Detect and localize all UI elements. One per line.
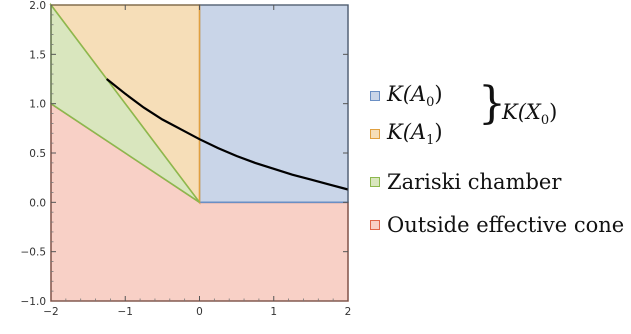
legend: K(A0) K(A1) } K(X0) Zariski chamber Outs… [370,80,630,250]
legend-k-a1-prefix: K( [387,120,411,144]
legend-k-a0-suffix: ) [434,82,443,106]
legend-label-zariski: Zariski chamber [387,170,562,194]
brace-label-base: X [525,100,541,124]
y-tick-label: 1.5 [29,49,46,61]
legend-swatch-outside [370,220,380,230]
y-tick-label: 2.0 [29,0,46,12]
legend-label-k-a0: K(A0) [387,82,443,110]
y-tick-label: −0.5 [21,247,47,259]
y-tick-label: 1.0 [29,99,46,111]
x-tick-label: 2 [345,306,352,318]
legend-k-a1-suffix: ) [434,120,443,144]
legend-k-a0-base: A [410,82,427,106]
legend-swatch-k-a1 [370,129,380,140]
axis-ticks: −2 −1 0 1 2 −1.0 −0.5 0.0 0.5 1.0 1.5 2.0 [21,0,352,318]
x-tick-label: 1 [270,306,277,318]
legend-item-outside: Outside effective cone [370,213,624,237]
brace-label-prefix: K( [502,100,526,124]
legend-swatch-zariski [370,177,380,187]
brace-label-sub: 0 [540,113,550,129]
legend-brace-label: K(X0) [502,100,557,128]
legend-item-k-a0: K(A0) [370,82,443,110]
region-k-a0 [198,4,349,204]
brace-label-suffix: ) [549,100,558,124]
x-tick-label: −2 [43,306,58,318]
curve-layer [106,78,349,191]
curve-line [106,78,349,191]
y-tick-label: −1.0 [21,296,47,308]
y-tick-label: 0.5 [29,148,46,160]
y-tick-label: 0.0 [29,197,46,209]
legend-item-zariski: Zariski chamber [370,170,561,194]
legend-k-a0-prefix: K( [387,82,411,106]
legend-label-k-a1: K(A1) [387,120,443,148]
region-layer [49,2,349,302]
legend-label-outside: Outside effective cone [387,213,625,237]
x-tick-label: −1 [118,306,133,318]
legend-k-a1-base: A [410,120,427,144]
legend-item-k-a1: K(A1) [370,120,443,148]
legend-k-a1-sub: 1 [426,133,435,149]
legend-k-a0-sub: 0 [426,95,435,111]
x-tick-label: 0 [196,306,203,318]
legend-swatch-k-a0 [370,91,380,102]
legend-brace: } [478,78,506,129]
